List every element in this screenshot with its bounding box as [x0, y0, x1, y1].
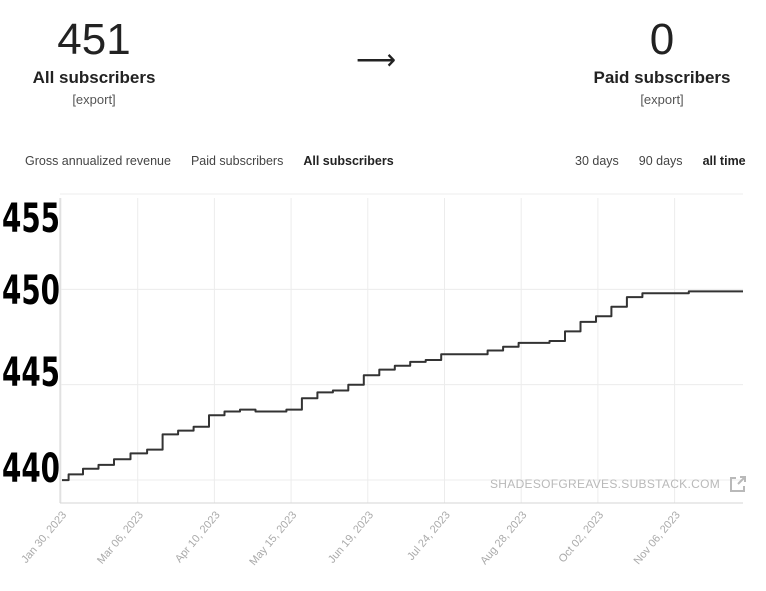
x-tick-label: Jan 30, 2023: [19, 509, 69, 565]
x-tick-label: Mar 06, 2023: [95, 509, 146, 566]
y-tick-label: 440: [2, 446, 60, 492]
tab-all-time[interactable]: all time: [702, 154, 746, 168]
x-tick-label: May 15, 2023: [247, 509, 299, 568]
watermark-text: SHADESOFGREAVES.SUBSTACK.COM: [490, 477, 720, 491]
paid-subscribers-count: 0: [649, 15, 675, 64]
y-tick-label: 445: [2, 350, 60, 396]
watermark[interactable]: SHADESOFGREAVES.SUBSTACK.COM: [490, 474, 748, 494]
y-tick-label: 455: [2, 196, 60, 242]
range-tabs: 30 days 90 days all time: [575, 154, 746, 168]
tab-paid-subscribers[interactable]: Paid subscribers: [190, 154, 284, 168]
chart-grid: [60, 193, 743, 503]
metric-tabs: Gross annualized revenue Paid subscriber…: [25, 154, 394, 168]
tab-all-subscribers[interactable]: All subscribers: [303, 154, 394, 168]
x-tick-label: Apr 10, 2023: [173, 509, 223, 565]
x-tick-label: Nov 06, 2023: [632, 509, 683, 567]
tab-90-days[interactable]: 90 days: [638, 154, 683, 168]
paid-subscribers-export-link[interactable]: [export]: [640, 92, 684, 107]
arrow-right-icon: ⟶: [356, 44, 397, 75]
all-subscribers-count: 451: [57, 15, 131, 64]
all-subscribers-label: All subscribers: [32, 68, 156, 87]
external-link-icon: [728, 474, 748, 494]
series-line: [62, 290, 743, 482]
tab-gross-annualized-revenue[interactable]: Gross annualized revenue: [25, 154, 171, 168]
paid-subscribers-summary: 0 Paid subscribers [export]: [572, 14, 752, 110]
paid-subscribers-label: Paid subscribers: [593, 68, 731, 87]
x-tick-labels: Jan 30, 2023 Mar 06, 2023 Apr 10, 2023 May …: [19, 509, 683, 568]
y-tick-label: 450: [2, 268, 60, 314]
x-tick-label: Oct 02, 2023: [557, 509, 607, 565]
subscribers-chart: 455 450 445 440 Jan 30, 2023 Mar 06, 2023 Apr…: [2, 193, 743, 568]
tab-30-days[interactable]: 30 days: [575, 154, 619, 168]
all-subscribers-export-link[interactable]: [export]: [72, 92, 116, 107]
all-subscribers-summary: 451 All subscribers [export]: [4, 14, 184, 110]
x-tick-label: Jul 24, 2023: [405, 509, 453, 563]
x-tick-label: Aug 28, 2023: [478, 509, 529, 567]
x-tick-label: Jun 19, 2023: [326, 509, 376, 565]
y-tick-labels: 455 450 445 440: [2, 196, 60, 492]
